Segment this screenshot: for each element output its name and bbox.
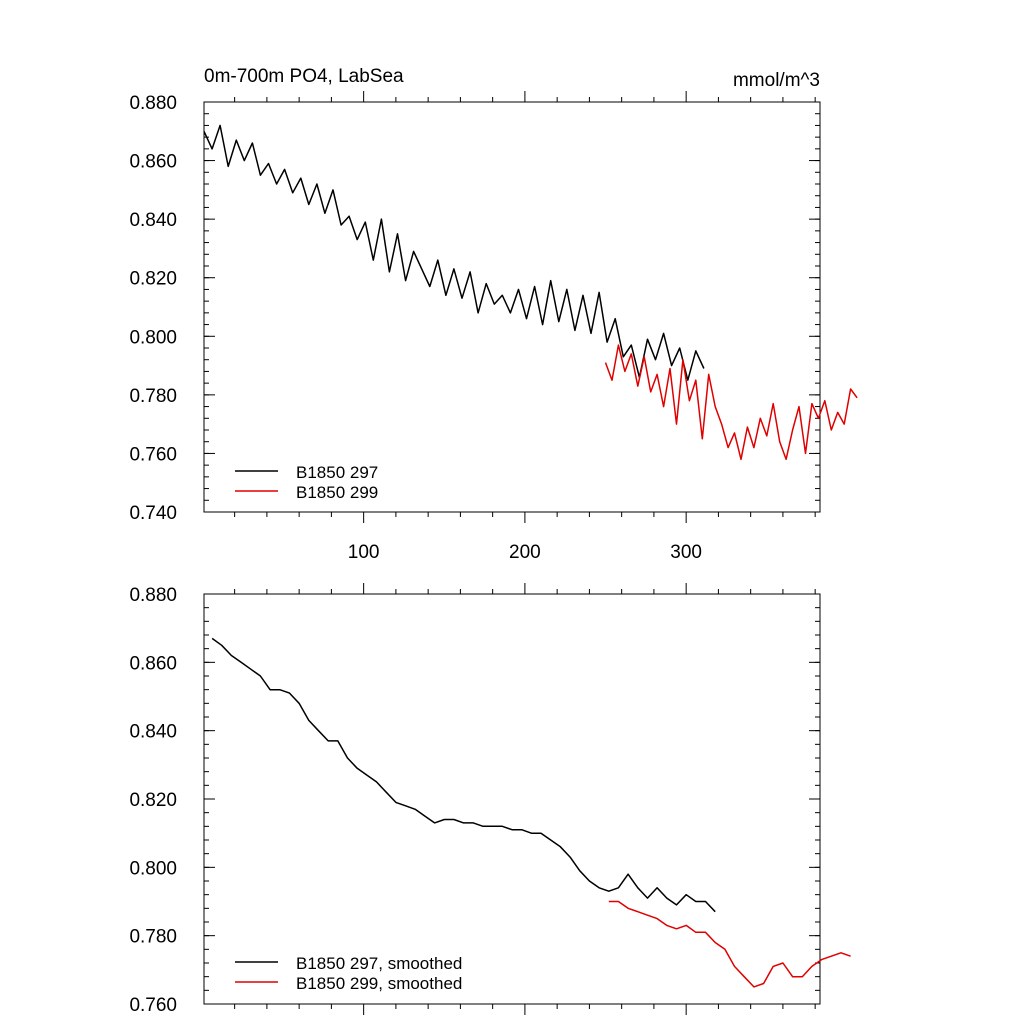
legend-bottom: B1850 297, smoothed B1850 299, smoothed — [235, 954, 462, 993]
x-tick-label: 200 — [509, 542, 541, 563]
y-tick-label: 0.780 — [129, 386, 177, 407]
x-tick-label: 300 — [670, 542, 702, 563]
bottom-panel: 0.760 0.780 0.800 0.820 0.840 0.860 0.880 B185… — [129, 583, 851, 1016]
legend-label-297-smoothed: B1850 297, smoothed — [296, 954, 462, 973]
y-tick-label: 0.760 — [129, 995, 177, 1016]
y-tick-label: 0.780 — [129, 927, 177, 948]
y-tick-label: 0.760 — [129, 444, 177, 465]
series-lines-top — [203, 124, 858, 461]
y-tick-label: 0.820 — [129, 269, 177, 290]
series-line-297 — [203, 124, 705, 381]
legend-top: B1850 297 B1850 299 — [235, 463, 378, 502]
chart-title: 0m-700m PO4, LabSea — [204, 66, 404, 87]
units-label: mmol/m^3 — [733, 70, 820, 91]
series-line-299 — [604, 344, 858, 461]
series-lines-bottom — [211, 637, 851, 988]
y-tick-label: 0.740 — [129, 503, 177, 524]
series-line-297 — [211, 637, 716, 913]
y-tick-label: 0.880 — [129, 93, 177, 114]
top-panel: 0m-700m PO4, LabSea mmol/m^3 0.7400.7600… — [129, 66, 858, 563]
x-tick-label: 100 — [348, 542, 380, 563]
y-tick-label: 0.840 — [129, 210, 177, 231]
y-tick-label: 0.820 — [129, 790, 177, 811]
y-tick-label: 0.800 — [129, 858, 177, 879]
legend-label-299: B1850 299 — [296, 483, 378, 502]
axis-ticks-bottom: 0.760 0.780 0.800 0.820 0.840 0.860 0.880 — [129, 583, 820, 1016]
y-tick-label: 0.860 — [129, 152, 177, 173]
legend-label-299-smoothed: B1850 299, smoothed — [296, 974, 462, 993]
plot-frame-top — [203, 101, 821, 513]
y-tick-label: 0.880 — [129, 585, 177, 606]
axis-ticks-top: 0.740 0.760 0.780 0.800 0.820 0.840 0.860 0.880… — [129, 91, 820, 563]
y-tick-label: 0.800 — [129, 327, 177, 348]
legend-label-297: B1850 297 — [296, 463, 378, 482]
series-line-299 — [608, 900, 851, 988]
y-tick-label: 0.860 — [129, 653, 177, 674]
y-tick-label: 0.840 — [129, 722, 177, 743]
